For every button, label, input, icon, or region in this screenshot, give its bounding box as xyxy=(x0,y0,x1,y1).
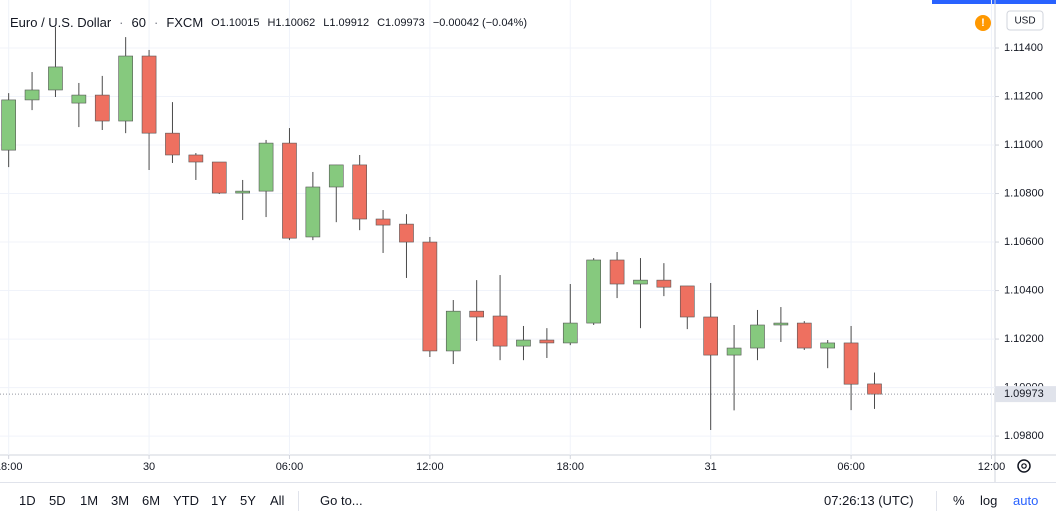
x-tick-label: 06:00 xyxy=(276,461,304,473)
goto-button[interactable]: Go to... xyxy=(320,493,363,508)
candle-body xyxy=(656,279,672,288)
candle-body xyxy=(24,89,40,101)
legend-header: Euro / U.S. Dollar · 60 · FXCM O1.10015 … xyxy=(10,15,527,30)
separator: · xyxy=(119,15,124,30)
ohlc-low: L1.09912 xyxy=(323,17,370,29)
range-button[interactable]: 1D xyxy=(19,493,36,508)
top-bar xyxy=(932,0,1056,4)
clock: 07:26:13 (UTC) xyxy=(824,493,914,508)
candle-body xyxy=(867,383,882,395)
candle-body xyxy=(235,190,250,194)
candle-body xyxy=(328,164,344,188)
candle-body xyxy=(539,339,555,344)
candle-body xyxy=(726,347,742,356)
scale-option[interactable]: % xyxy=(953,493,965,508)
y-tick-label: 1.10600 xyxy=(1004,236,1044,248)
bottom-toolbar: Go to... 07:26:13 (UTC) 1D 5D 1M 3M 6M YTD 1Y 5… xyxy=(0,482,1056,524)
x-tick-label: 06:00 xyxy=(837,461,865,473)
alert-icon[interactable] xyxy=(975,15,991,31)
toolbar-separator xyxy=(298,491,299,511)
x-tick-label: 12:00 xyxy=(978,461,1006,473)
separator: · xyxy=(153,15,159,30)
candle-body xyxy=(165,132,180,156)
range-button[interactable]: 1Y xyxy=(211,493,227,508)
candle-body xyxy=(492,315,508,347)
last-price-box xyxy=(995,386,1056,403)
range-button[interactable]: 6M xyxy=(142,493,161,508)
candle-body xyxy=(773,322,789,326)
candle-body xyxy=(375,218,391,226)
candle-body xyxy=(282,142,297,239)
range-button[interactable]: 3M xyxy=(111,493,130,508)
candle-body xyxy=(118,55,133,122)
x-tick-label: 18:00 xyxy=(557,461,585,473)
candle-body xyxy=(141,55,157,134)
range-button[interactable]: YTD xyxy=(173,493,199,508)
symbol: Euro / U.S. Dollar xyxy=(10,15,112,30)
candle-body xyxy=(445,310,461,352)
candle-body xyxy=(820,342,836,349)
settings-icon[interactable] xyxy=(1017,459,1031,473)
candle-body xyxy=(258,142,274,192)
x-tick-label: 12:00 xyxy=(416,461,444,473)
alert-icon-mark: ! xyxy=(981,17,985,29)
candle-body xyxy=(796,322,812,349)
candle-body xyxy=(211,161,227,194)
x-tick-label: 30 xyxy=(143,461,155,473)
candle-body xyxy=(516,339,531,347)
candle-body xyxy=(399,223,414,243)
candle-body xyxy=(562,322,578,344)
range-button[interactable]: All xyxy=(270,493,285,508)
candle-body xyxy=(188,154,204,163)
ohlc-close: C1.09973 xyxy=(377,17,425,29)
currency: USD xyxy=(1014,16,1035,27)
last-price-label: 1.09973 xyxy=(1004,388,1044,400)
candle-body xyxy=(703,316,719,356)
candle-body xyxy=(679,285,695,318)
source: FXCM xyxy=(166,15,204,30)
candle-body xyxy=(469,310,484,318)
candle-body xyxy=(305,186,321,238)
y-tick-label: 1.11000 xyxy=(1004,139,1043,151)
toolbar-separator xyxy=(936,491,937,511)
y-tick-label: 1.10400 xyxy=(1004,284,1044,296)
scale-option[interactable]: log xyxy=(980,493,998,508)
candle-body xyxy=(586,259,601,324)
chart: ! USD 1.098001.100001.102001.104001.1060… xyxy=(0,0,1056,482)
settings-gear xyxy=(1017,459,1031,473)
y-tick-label: 1.09800 xyxy=(1004,430,1044,442)
settings-hub xyxy=(1021,463,1027,469)
ohlc-change: −0.00042 (−0.04%) xyxy=(432,17,527,29)
scale-option[interactable]: auto xyxy=(1013,493,1039,508)
candle-body xyxy=(843,342,859,385)
y-tick-label: 1.11400 xyxy=(1004,42,1043,54)
range-button[interactable]: 5Y xyxy=(240,493,256,508)
candle-body xyxy=(750,324,765,349)
currency-box[interactable] xyxy=(1006,10,1044,31)
candle-body xyxy=(352,164,367,220)
x-tick-label: 31 xyxy=(705,461,717,473)
ohlc-open: O1.10015 xyxy=(211,17,260,29)
range-button[interactable]: 1M xyxy=(80,493,99,508)
ohlc-high: H1.10062 xyxy=(267,17,316,29)
candle-body xyxy=(71,94,87,104)
candle-body xyxy=(94,94,110,122)
x-tick-label: 18:00 xyxy=(0,461,22,473)
interval: 60 xyxy=(131,15,146,30)
candle-body xyxy=(609,259,625,285)
y-tick-label: 1.11200 xyxy=(1004,90,1043,102)
y-tick-label: 1.10200 xyxy=(1004,333,1044,345)
range-button[interactable]: 5D xyxy=(49,493,66,508)
y-tick-label: 1.10800 xyxy=(1004,187,1044,199)
candle-body xyxy=(48,66,63,91)
candle-body xyxy=(633,279,648,285)
candle-body xyxy=(1,99,16,151)
ohlc-values: O1.10015 H1.10062 L1.09912 C1.09973 −0.0… xyxy=(211,15,527,30)
candle-body xyxy=(422,241,438,352)
